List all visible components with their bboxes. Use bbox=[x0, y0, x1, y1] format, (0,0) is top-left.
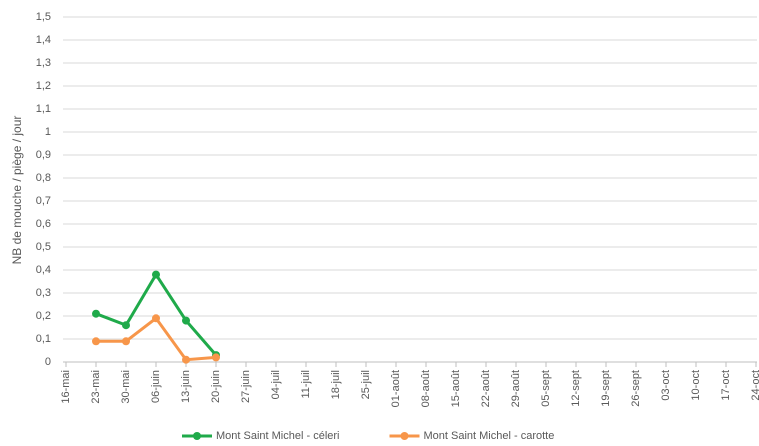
y-axis-title: NB de mouche / piège / jour bbox=[10, 116, 24, 265]
x-tick-label: 18-juil bbox=[330, 370, 342, 399]
y-tick-label: 1,3 bbox=[36, 57, 51, 69]
y-tick-label: 0,6 bbox=[36, 218, 51, 230]
y-tick-label: 1,4 bbox=[36, 34, 51, 46]
y-tick-label: 0,5 bbox=[36, 241, 51, 253]
point bbox=[152, 270, 160, 279]
y-tick-label: 1,2 bbox=[36, 80, 51, 92]
x-tick-label: 11-juil bbox=[300, 370, 312, 399]
x-tick-label: 22-août bbox=[480, 370, 492, 407]
x-tick-label: 27-juin bbox=[240, 370, 252, 403]
y-tick-label: 0 bbox=[45, 356, 51, 368]
x-tick-label: 01-août bbox=[390, 370, 402, 407]
y-tick-label: 1,1 bbox=[36, 103, 51, 115]
x-tick-label: 03-oct bbox=[660, 370, 672, 401]
x-tick-label: 30-mai bbox=[120, 370, 132, 404]
x-tick-label: 20-juin bbox=[210, 370, 222, 403]
y-tick-label: 0,8 bbox=[36, 172, 51, 184]
x-tick-label: 08-août bbox=[420, 370, 432, 407]
point bbox=[182, 316, 190, 325]
x-tick-label: 25-juil bbox=[360, 370, 372, 399]
point bbox=[92, 309, 100, 318]
y-tick-label: 0,7 bbox=[36, 195, 51, 207]
y-tick-label: 1 bbox=[45, 126, 51, 138]
legend-marker bbox=[400, 432, 409, 440]
x-tick-label: 16-mai bbox=[60, 370, 72, 404]
point bbox=[122, 321, 130, 330]
point bbox=[122, 337, 130, 346]
y-tick-label: 0,4 bbox=[36, 264, 51, 276]
point bbox=[152, 314, 160, 323]
x-tick-label: 06-juin bbox=[150, 370, 162, 403]
point bbox=[212, 353, 220, 362]
x-tick-label: 04-juil bbox=[270, 370, 282, 399]
x-tick-label: 26-sept bbox=[630, 370, 642, 407]
y-tick-label: 1,5 bbox=[36, 11, 51, 23]
x-tick-label: 29-août bbox=[510, 370, 522, 407]
x-tick-label: 19-sept bbox=[600, 370, 612, 407]
point bbox=[182, 355, 190, 364]
point bbox=[92, 337, 100, 346]
x-tick-label: 24-oct bbox=[750, 370, 759, 401]
y-tick-label: 0,3 bbox=[36, 287, 51, 299]
x-tick-label: 17-oct bbox=[720, 370, 732, 401]
x-tick-label: 10-oct bbox=[690, 370, 702, 401]
y-tick-label: 0,9 bbox=[36, 149, 51, 161]
x-tick-label: 13-juin bbox=[180, 370, 192, 403]
y-tick-label: 0,1 bbox=[36, 333, 51, 345]
legend-marker bbox=[193, 432, 201, 440]
x-tick-label: 15-août bbox=[450, 370, 462, 407]
legend-label: Mont Saint Michel - carotte bbox=[424, 430, 555, 442]
x-tick-label: 23-mai bbox=[90, 370, 102, 404]
x-tick-label: 12-sept bbox=[570, 370, 582, 407]
legend-label: Mont Saint Michel - céleri bbox=[216, 430, 340, 442]
x-tick-label: 05-sept bbox=[540, 370, 552, 407]
y-tick-label: 0,2 bbox=[36, 310, 51, 322]
